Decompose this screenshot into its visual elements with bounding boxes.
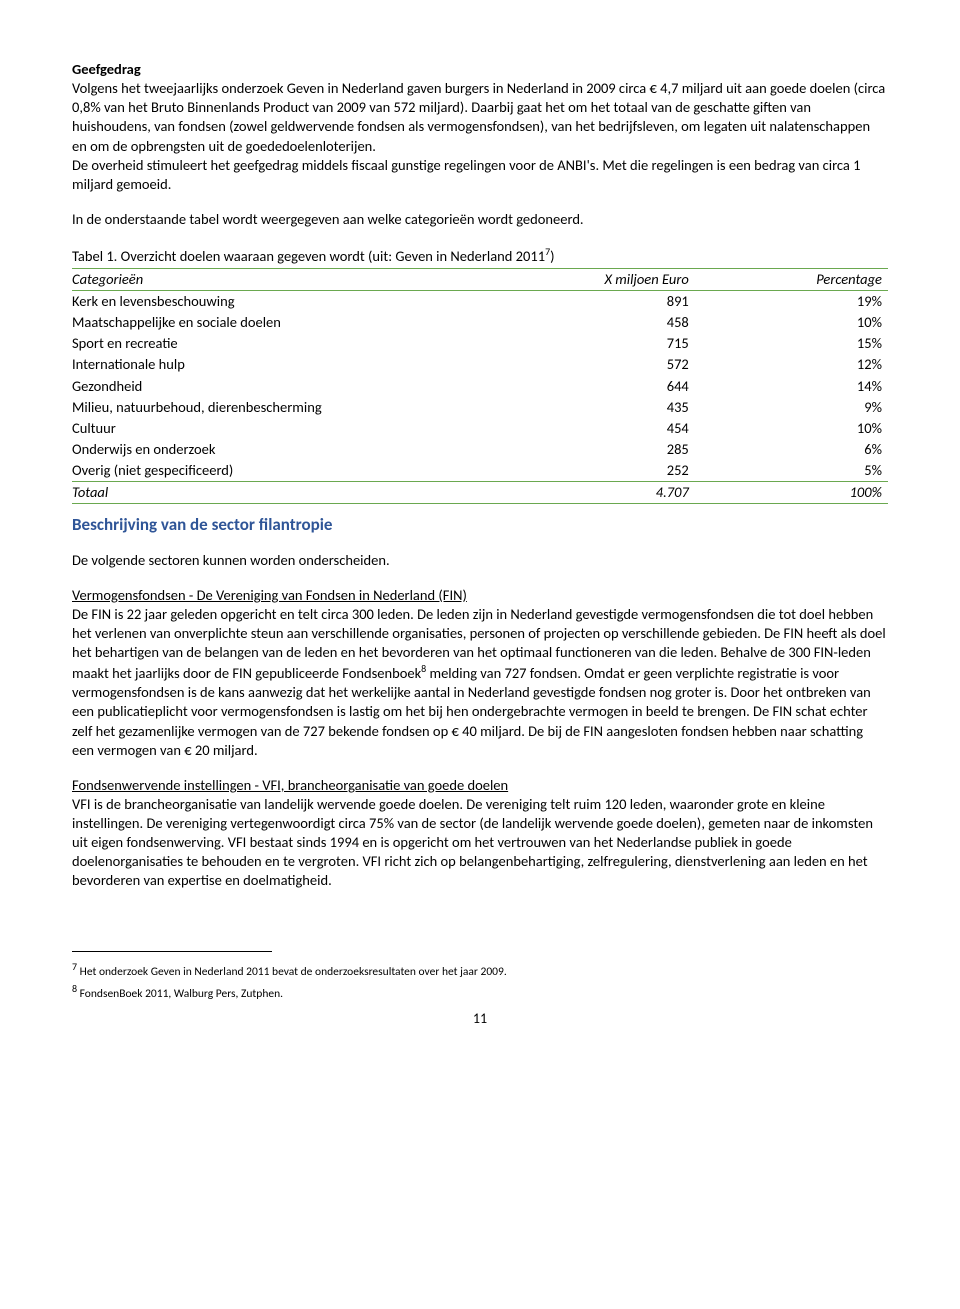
td-pct: 10% <box>725 418 888 439</box>
table-row: Kerk en levensbeschouwing89119% <box>72 291 888 313</box>
footnote-8: 8 FondsenBoek 2011, Walburg Pers, Zutphe… <box>72 982 888 1002</box>
paragraph-3: In de onderstaande tabel wordt weergegev… <box>72 210 888 229</box>
table-row: Sport en recreatie71515% <box>72 333 888 354</box>
sub1-block: Vermogensfondsen - De Vereniging van Fon… <box>72 586 888 760</box>
table-header-row: Categorieën X miljoen Euro Percentage <box>72 268 888 290</box>
td-pct: 9% <box>725 397 888 418</box>
td-total-amount: 4.707 <box>545 482 725 504</box>
th-pct: Percentage <box>725 268 888 290</box>
table-caption-pre: Tabel 1. Overzicht doelen waaraan gegeve… <box>72 247 545 265</box>
td-amount: 644 <box>545 376 725 397</box>
td-cat: Kerk en levensbeschouwing <box>72 291 545 313</box>
th-amount: X miljoen Euro <box>545 268 725 290</box>
page-number: 11 <box>72 1010 888 1028</box>
footnote-7: 7 Het onderzoek Geven in Nederland 2011 … <box>72 960 888 980</box>
table-caption: Tabel 1. Overzicht doelen waaraan gegeve… <box>72 245 888 266</box>
table-total-row: Totaal 4.707 100% <box>72 482 888 504</box>
paragraph-1: Volgens het tweejaarlijks onderzoek Geve… <box>72 79 888 194</box>
td-cat: Onderwijs en onderzoek <box>72 439 545 460</box>
td-amount: 572 <box>545 354 725 375</box>
td-cat: Sport en recreatie <box>72 333 545 354</box>
td-amount: 285 <box>545 439 725 460</box>
sub2-block: Fondsenwervende instellingen - VFI, bran… <box>72 776 888 891</box>
footnote7-text: Het onderzoek Geven in Nederland 2011 be… <box>77 964 507 978</box>
section-heading: Beschrijving van de sector filantropie <box>72 514 888 536</box>
td-amount: 435 <box>545 397 725 418</box>
td-cat: Cultuur <box>72 418 545 439</box>
td-cat: Maatschappelijke en sociale doelen <box>72 312 545 333</box>
td-total-cat: Totaal <box>72 482 545 504</box>
heading-geefgedrag: Geefgedrag <box>72 60 888 79</box>
td-pct: 5% <box>725 460 888 482</box>
para2-text: De overheid stimuleert het geefgedrag mi… <box>72 156 861 193</box>
td-cat: Overig (niet gespecificeerd) <box>72 460 545 482</box>
table-row: Maatschappelijke en sociale doelen45810% <box>72 312 888 333</box>
table-caption-post: ) <box>550 247 554 265</box>
td-amount: 458 <box>545 312 725 333</box>
sub2-body: VFI is de brancheorganisatie van landeli… <box>72 795 873 890</box>
td-pct: 19% <box>725 291 888 313</box>
td-cat: Milieu, natuurbehoud, dierenbescherming <box>72 397 545 418</box>
td-pct: 12% <box>725 354 888 375</box>
sub2-title: Fondsenwervende instellingen - VFI, bran… <box>72 776 508 794</box>
td-cat: Gezondheid <box>72 376 545 397</box>
table-row: Onderwijs en onderzoek2856% <box>72 439 888 460</box>
table-body: Kerk en levensbeschouwing89119%Maatschap… <box>72 291 888 482</box>
table-row: Gezondheid64414% <box>72 376 888 397</box>
td-total-pct: 100% <box>725 482 888 504</box>
th-cat: Categorieën <box>72 268 545 290</box>
footnote8-text: FondsenBoek 2011, Walburg Pers, Zutphen. <box>77 986 283 1000</box>
table-row: Overig (niet gespecificeerd)2525% <box>72 460 888 482</box>
td-pct: 15% <box>725 333 888 354</box>
td-amount: 891 <box>545 291 725 313</box>
td-amount: 252 <box>545 460 725 482</box>
td-amount: 715 <box>545 333 725 354</box>
td-cat: Internationale hulp <box>72 354 545 375</box>
td-pct: 10% <box>725 312 888 333</box>
donation-table: Categorieën X miljoen Euro Percentage Ke… <box>72 268 888 504</box>
footnote-separator <box>72 951 272 952</box>
table-row: Milieu, natuurbehoud, dierenbescherming4… <box>72 397 888 418</box>
sub1-title: Vermogensfondsen - De Vereniging van Fon… <box>72 586 467 604</box>
td-pct: 6% <box>725 439 888 460</box>
td-pct: 14% <box>725 376 888 397</box>
paragraph-4: De volgende sectoren kunnen worden onder… <box>72 551 888 570</box>
para1-text: Volgens het tweejaarlijks onderzoek Geve… <box>72 79 885 154</box>
table-row: Cultuur45410% <box>72 418 888 439</box>
td-amount: 454 <box>545 418 725 439</box>
table-row: Internationale hulp57212% <box>72 354 888 375</box>
